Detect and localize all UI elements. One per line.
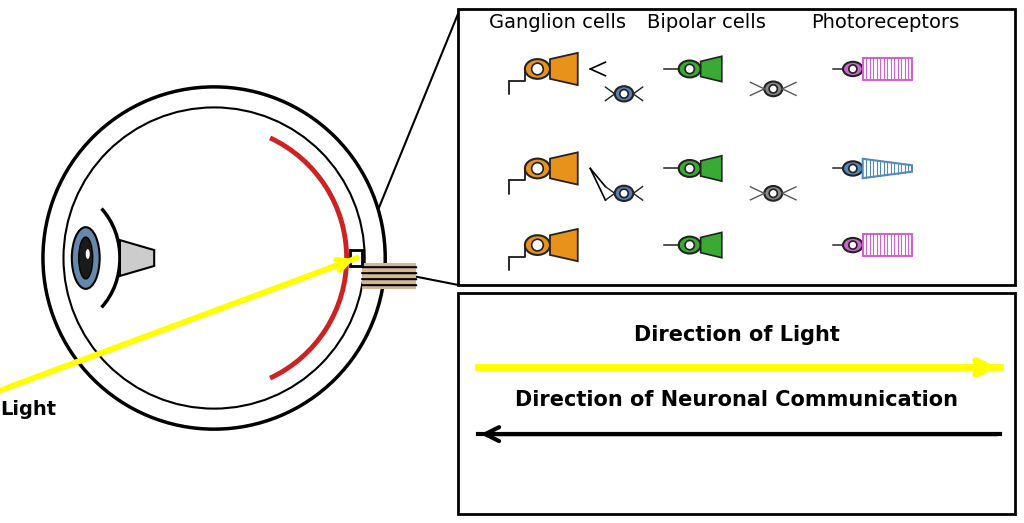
Circle shape — [849, 241, 857, 249]
Ellipse shape — [525, 158, 550, 178]
Text: Light: Light — [0, 400, 56, 419]
Text: Ganglion cells: Ganglion cells — [488, 13, 626, 32]
Polygon shape — [120, 240, 155, 276]
Circle shape — [849, 65, 857, 73]
Polygon shape — [550, 229, 578, 261]
FancyBboxPatch shape — [862, 58, 912, 79]
Circle shape — [531, 163, 544, 174]
Polygon shape — [550, 53, 578, 85]
Polygon shape — [700, 232, 722, 258]
Polygon shape — [700, 56, 722, 82]
Polygon shape — [862, 159, 912, 178]
Ellipse shape — [843, 161, 862, 176]
Circle shape — [769, 189, 777, 197]
Text: Bipolar cells: Bipolar cells — [647, 13, 766, 32]
Circle shape — [685, 241, 694, 250]
Ellipse shape — [72, 227, 99, 289]
Circle shape — [685, 164, 694, 173]
Ellipse shape — [843, 62, 862, 76]
Ellipse shape — [679, 160, 700, 177]
Ellipse shape — [614, 86, 633, 101]
Circle shape — [63, 107, 365, 408]
Ellipse shape — [764, 82, 782, 96]
Circle shape — [685, 64, 694, 74]
FancyBboxPatch shape — [350, 250, 361, 266]
Polygon shape — [550, 152, 578, 185]
Ellipse shape — [79, 237, 93, 279]
FancyBboxPatch shape — [458, 293, 1015, 514]
Polygon shape — [700, 156, 722, 181]
Text: Direction of Neuronal Communication: Direction of Neuronal Communication — [515, 390, 957, 411]
Circle shape — [849, 164, 857, 173]
Text: Photoreceptors: Photoreceptors — [812, 13, 959, 32]
Circle shape — [531, 63, 544, 75]
Circle shape — [43, 87, 385, 429]
Ellipse shape — [843, 238, 862, 252]
FancyBboxPatch shape — [862, 234, 912, 256]
FancyBboxPatch shape — [458, 9, 1015, 285]
Ellipse shape — [679, 236, 700, 254]
Circle shape — [769, 85, 777, 93]
Circle shape — [620, 89, 629, 98]
Ellipse shape — [525, 235, 550, 255]
Circle shape — [620, 189, 629, 198]
Ellipse shape — [614, 186, 633, 201]
Text: Direction of Light: Direction of Light — [634, 325, 840, 345]
Ellipse shape — [764, 186, 782, 201]
FancyBboxPatch shape — [361, 263, 417, 289]
Circle shape — [531, 239, 544, 251]
Ellipse shape — [679, 61, 700, 77]
Ellipse shape — [525, 59, 550, 79]
Ellipse shape — [86, 249, 90, 259]
